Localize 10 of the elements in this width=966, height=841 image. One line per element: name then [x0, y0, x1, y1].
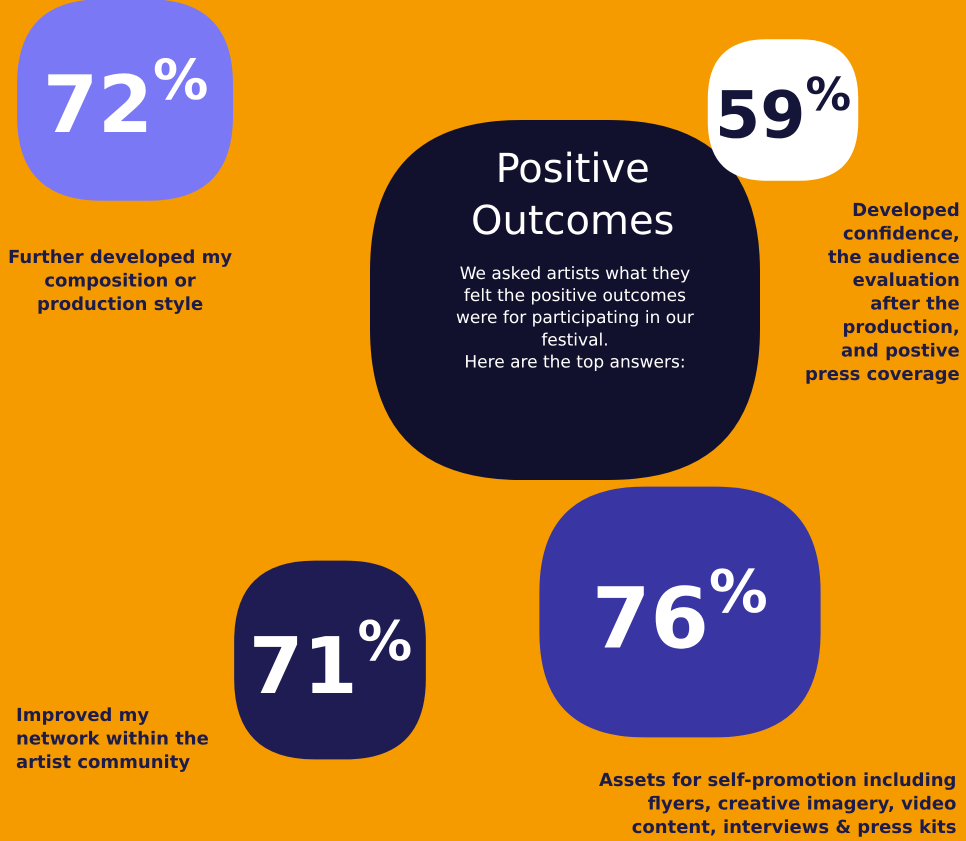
category-label: Improved my network within the artist community: [16, 705, 209, 773]
data-label: 71$^{%}$: [249, 609, 412, 712]
text: We asked artists what they felt the positive outcomes were for participating in our festival. Here are the top answers:: [456, 264, 694, 372]
text: Positive Outcomes: [471, 146, 674, 244]
data-label: 72$^{%}$: [43, 49, 208, 152]
category-label: Assets for self-promotion including flyers, creative imagery, video content, interviews & press kits: [599, 770, 956, 838]
category-label: Developed confidence, the audience evaluation after the production, and postive press coverage: [805, 200, 960, 385]
data-label: 76$^{%}$: [592, 557, 768, 668]
category-label: Further developed my composition or production style: [8, 247, 232, 315]
data-label: 59$^{%}$: [715, 68, 852, 154]
